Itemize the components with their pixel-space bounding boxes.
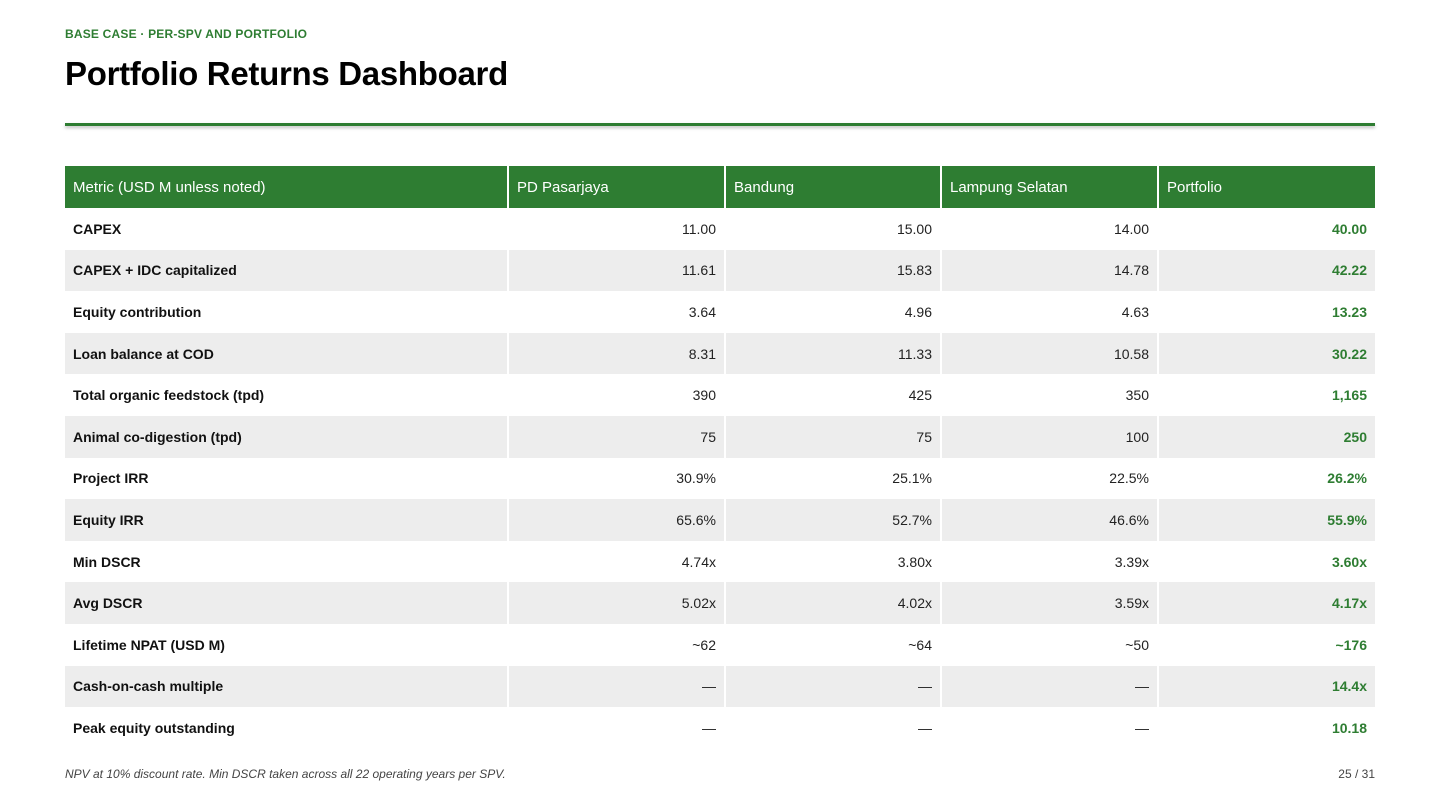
- table-row: Lifetime NPAT (USD M) ~62 ~64 ~50 ~176: [65, 623, 1375, 666]
- cell-lampung-selatan: 350: [941, 374, 1159, 416]
- cell-bandung: 3.80x: [725, 540, 942, 583]
- cell-lampung-selatan: ~50: [941, 623, 1159, 666]
- returns-table: Metric (USD M unless noted) PD Pasarjaya…: [65, 166, 1375, 749]
- cell-metric: Peak equity outstanding: [65, 707, 509, 749]
- cell-lampung-selatan: —: [941, 707, 1159, 749]
- cell-pd-pasarjaya: 390: [508, 374, 726, 416]
- table-header-row: Metric (USD M unless noted) PD Pasarjaya…: [65, 166, 1375, 208]
- cell-metric: Min DSCR: [65, 540, 509, 583]
- cell-lampung-selatan: —: [941, 665, 1159, 708]
- cell-metric: Cash-on-cash multiple: [65, 665, 509, 708]
- cell-metric: Animal co-digestion (tpd): [65, 415, 509, 458]
- column-header-metric: Metric (USD M unless noted): [65, 166, 509, 208]
- cell-portfolio: 30.22: [1158, 332, 1375, 375]
- cell-lampung-selatan: 46.6%: [941, 499, 1159, 541]
- cell-lampung-selatan: 22.5%: [941, 457, 1159, 500]
- cell-portfolio: 3.60x: [1331, 553, 1367, 570]
- cell-pd-pasarjaya: 65.6%: [508, 499, 726, 541]
- cell-pd-pasarjaya: 75: [508, 415, 726, 458]
- table-row: Avg DSCR 5.02x 4.02x 3.59x 4.17x: [65, 582, 1375, 624]
- cell-pd-pasarjaya: 11.00: [508, 208, 726, 250]
- column-header-pd-pasarjaya: PD Pasarjaya: [508, 166, 726, 208]
- section-eyebrow: BASE CASE · PER-SPV AND PORTFOLIO: [65, 27, 308, 41]
- table-row: CAPEX + IDC capitalized 11.61 15.83 14.78 42…: [65, 249, 1375, 292]
- cell-lampung-selatan: 3.59x: [941, 582, 1159, 624]
- table-row: CAPEX 11.00 15.00 14.00 40.00: [65, 208, 1375, 250]
- table-row: Animal co-digestion (tpd) 75 75 100 250: [65, 415, 1375, 458]
- cell-portfolio: 250: [1158, 415, 1375, 458]
- cell-metric: CAPEX + IDC capitalized: [65, 249, 509, 292]
- cell-portfolio: ~176: [1335, 636, 1367, 653]
- cell-pd-pasarjaya: ~62: [508, 623, 726, 666]
- table-row: Equity contribution 3.64 4.96 4.63 13.23: [65, 291, 1375, 333]
- footnote: NPV at 10% discount rate. Min DSCR taken…: [65, 767, 506, 781]
- cell-metric: Equity contribution: [65, 291, 509, 333]
- column-header-portfolio: Portfolio: [1158, 166, 1375, 208]
- page-title: Portfolio Returns Dashboard: [65, 55, 508, 92]
- cell-bandung: 15.83: [725, 249, 942, 292]
- table-row: Total organic feedstock (tpd) 390 425 350 1,…: [65, 374, 1375, 416]
- table-row: Peak equity outstanding — — —10.18: [65, 707, 1375, 749]
- table-row: Equity IRR 65.6% 52.7% 46.6% 55.9%: [65, 499, 1375, 541]
- cell-lampung-selatan: 100: [941, 415, 1159, 458]
- cell-bandung: 52.7%: [725, 499, 942, 541]
- cell-metric: Project IRR: [65, 457, 509, 500]
- cell-metric: Equity IRR: [65, 499, 509, 541]
- cell-metric: Avg DSCR: [65, 582, 509, 624]
- cell-pd-pasarjaya: 5.02x: [508, 582, 726, 624]
- cell-portfolio: 4.17x: [1158, 582, 1375, 624]
- cell-portfolio: 14.4x: [1158, 665, 1375, 708]
- cell-lampung-selatan: 14.78: [941, 249, 1159, 292]
- cell-bandung: 425: [725, 374, 942, 416]
- cell-portfolio: 1,165: [1331, 387, 1367, 404]
- cell-pd-pasarjaya: —: [508, 665, 726, 708]
- cell-portfolio: 10.18: [1331, 719, 1367, 736]
- cell-pd-pasarjaya: 30.9%: [508, 457, 726, 500]
- cell-metric: CAPEX: [65, 208, 509, 250]
- column-header-bandung: Bandung: [725, 166, 942, 208]
- cell-lampung-selatan: 14.00: [941, 208, 1159, 250]
- table-row: Min DSCR 4.74x 3.80x 3.39x 3.60x: [65, 540, 1375, 583]
- cell-lampung-selatan: 10.58: [941, 332, 1159, 375]
- cell-lampung-selatan: 4.63: [941, 291, 1159, 333]
- cell-bandung: —: [725, 707, 942, 749]
- cell-bandung: —: [725, 665, 942, 708]
- cell-bandung: 75: [725, 415, 942, 458]
- cell-portfolio: 26.2%: [1327, 470, 1367, 487]
- table-body: CAPEX 11.00 15.00 14.00 40.00 CAPEX + IDC cap…: [65, 208, 1375, 749]
- cell-portfolio: 55.9%: [1158, 499, 1375, 541]
- cell-pd-pasarjaya: —: [508, 707, 726, 749]
- table-row: Project IRR 30.9% 25.1% 22.5% 26.2%: [65, 457, 1375, 500]
- cell-bandung: 11.33: [725, 332, 942, 375]
- cell-bandung: 4.96: [725, 291, 942, 333]
- cell-pd-pasarjaya: 3.64: [508, 291, 726, 333]
- cell-bandung: 25.1%: [725, 457, 942, 500]
- cell-lampung-selatan: 3.39x: [941, 540, 1159, 583]
- cell-metric: Lifetime NPAT (USD M): [65, 623, 509, 666]
- cell-portfolio: 40.00: [1331, 220, 1367, 237]
- cell-pd-pasarjaya: 11.61: [508, 249, 726, 292]
- cell-pd-pasarjaya: 4.74x: [508, 540, 726, 583]
- cell-metric: Total organic feedstock (tpd): [65, 374, 509, 416]
- cell-portfolio: 13.23: [1331, 303, 1367, 320]
- cell-bandung: 15.00: [725, 208, 942, 250]
- page-number: 25 / 31: [1338, 767, 1375, 781]
- column-header-lampung-selatan: Lampung Selatan: [941, 166, 1159, 208]
- cell-portfolio: 42.22: [1158, 249, 1375, 292]
- table-row: Loan balance at COD 8.31 11.33 10.58 30.22: [65, 332, 1375, 375]
- table-row: Cash-on-cash multiple — — —14.4x: [65, 665, 1375, 708]
- cell-bandung: 4.02x: [725, 582, 942, 624]
- cell-metric: Loan balance at COD: [65, 332, 509, 375]
- title-divider: [65, 123, 1375, 126]
- cell-pd-pasarjaya: 8.31: [508, 332, 726, 375]
- cell-bandung: ~64: [725, 623, 942, 666]
